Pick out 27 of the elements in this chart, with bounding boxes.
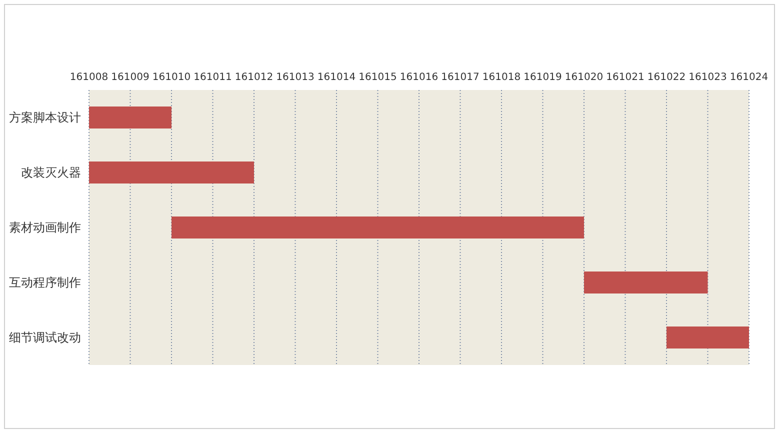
x-tick-label: 161015 [358, 72, 397, 83]
y-tick-label: 细节调试改动 [9, 330, 81, 344]
x-tick-label: 161024 [730, 72, 768, 83]
bar [89, 162, 254, 184]
x-tick-label: 161017 [441, 72, 480, 83]
x-tick-label: 161019 [524, 72, 562, 83]
y-tick-label: 方案脚本设计 [9, 110, 81, 124]
x-tick-label: 161022 [647, 72, 686, 83]
x-tick-label: 161013 [276, 72, 314, 83]
x-tick-label: 161018 [482, 72, 521, 83]
bar [172, 216, 584, 238]
y-tick-label: 改装灭火器 [21, 166, 81, 180]
x-tick-label: 161010 [152, 72, 191, 83]
x-tick-label: 161012 [234, 72, 274, 83]
y-tick-label: 素材动画制作 [9, 220, 81, 234]
bar [666, 326, 749, 348]
x-tick-label: 161008 [70, 72, 108, 83]
x-tick-label: 161016 [400, 72, 438, 83]
x-tick-label: 161014 [317, 72, 356, 83]
bar [89, 106, 172, 128]
x-tick-label: 161011 [194, 72, 232, 83]
y-tick-label: 互动程序制作 [9, 276, 81, 290]
x-tick-label: 161023 [688, 72, 727, 83]
x-tick-label: 161020 [564, 72, 604, 83]
x-tick-label: 161021 [606, 72, 644, 83]
bar [584, 272, 708, 294]
x-tick-label: 161009 [111, 72, 150, 83]
